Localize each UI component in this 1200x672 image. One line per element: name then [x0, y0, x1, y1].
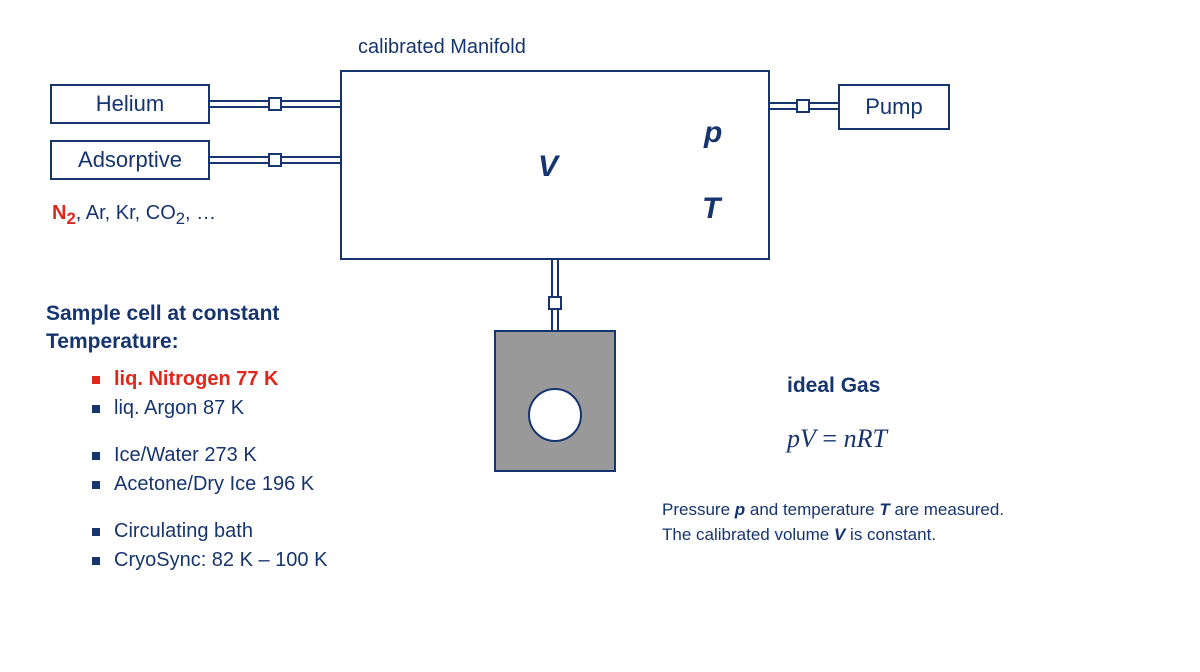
gas-list: N2, Ar, Kr, CO2, …	[52, 202, 216, 229]
bullet-text: liq. Argon 87 K	[114, 397, 244, 420]
bullet-text: Ice/Water 273 K	[114, 444, 257, 467]
valve-pump	[796, 99, 810, 113]
bullet-text: CryoSync: 82 K – 100 K	[114, 549, 327, 572]
gas-n2: N2	[52, 202, 76, 224]
gas-tail: , …	[185, 202, 216, 224]
manifold-p: p	[704, 116, 722, 150]
list-item: liq. Nitrogen 77 K	[92, 368, 327, 391]
bullet-icon	[92, 452, 100, 460]
adsorptive-label: Adsorptive	[78, 147, 182, 173]
ideal-gas-equation: pV = nRT	[787, 424, 887, 454]
bullet-icon	[92, 405, 100, 413]
pump-label: Pump	[865, 94, 922, 120]
valve-helium	[268, 97, 282, 111]
bullet-text: liq. Nitrogen 77 K	[114, 368, 278, 391]
list-item: Acetone/Dry Ice 196 K	[92, 473, 327, 496]
adsorptive-box: Adsorptive	[50, 140, 210, 180]
list-item: CryoSync: 82 K – 100 K	[92, 549, 327, 572]
bullet-icon	[92, 376, 100, 384]
sample-bulb-icon	[524, 384, 586, 446]
list-item: Ice/Water 273 K	[92, 444, 327, 467]
gas-co2-sub: 2	[176, 209, 185, 228]
caption: Pressure p and temperature T are measure…	[662, 498, 1004, 547]
list-item: liq. Argon 87 K	[92, 397, 327, 420]
helium-label: Helium	[96, 91, 164, 117]
bullet-list: liq. Nitrogen 77 K liq. Argon 87 K Ice/Wa…	[92, 368, 327, 578]
valve-sample	[548, 296, 562, 310]
helium-box: Helium	[50, 84, 210, 124]
bullet-icon	[92, 528, 100, 536]
list-item: Circulating bath	[92, 520, 327, 543]
manifold-V: V	[538, 150, 558, 184]
gas-rest: , Ar, Kr, CO	[76, 202, 176, 224]
bullet-text: Circulating bath	[114, 520, 253, 543]
pump-box: Pump	[838, 84, 950, 130]
sample-heading: Sample cell at constant Temperature:	[46, 300, 279, 357]
manifold-title: calibrated Manifold	[358, 36, 526, 59]
bullet-icon	[92, 557, 100, 565]
valve-adsorptive	[268, 153, 282, 167]
bullet-text: Acetone/Dry Ice 196 K	[114, 473, 314, 496]
ideal-gas-heading: ideal Gas	[787, 374, 880, 398]
manifold-T: T	[702, 192, 720, 226]
bullet-icon	[92, 481, 100, 489]
